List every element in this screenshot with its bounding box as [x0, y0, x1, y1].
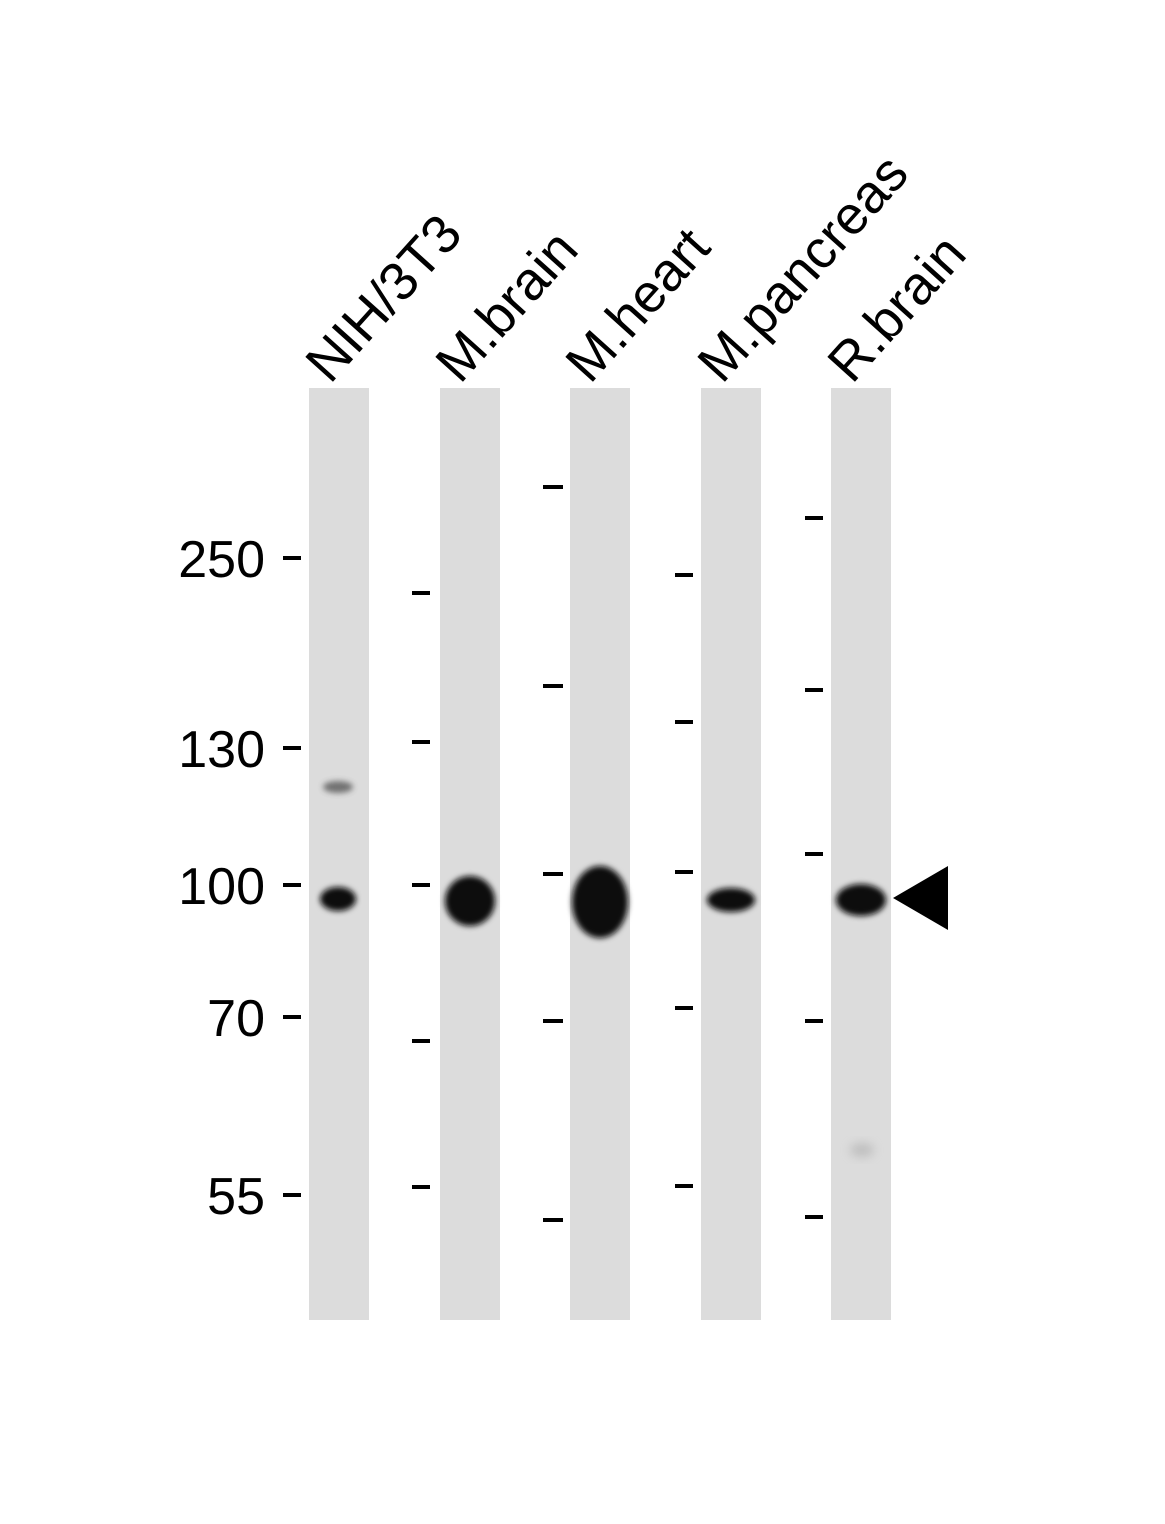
mw-label-55: 55	[207, 1168, 265, 1226]
lane-3	[570, 388, 630, 1320]
band-arrow-icon	[893, 866, 948, 930]
band-lane2-main	[445, 876, 495, 926]
lane-2	[440, 388, 500, 1320]
mw-ticks	[283, 485, 823, 1222]
mw-label-130: 130	[178, 721, 265, 779]
mw-label-250: 250	[178, 531, 265, 589]
band-lane1-main	[320, 887, 356, 911]
bands	[320, 781, 886, 1157]
band-lane5-faint	[850, 1143, 874, 1157]
lane-5	[831, 388, 891, 1320]
lane-label-3: M.heart	[554, 217, 721, 393]
lane-4	[701, 388, 761, 1320]
band-lane1-upper	[323, 781, 353, 793]
lane-1	[309, 388, 369, 1320]
band-lane5-main	[836, 884, 886, 916]
band-lane3-main	[572, 866, 628, 938]
mw-label-100: 100	[178, 858, 265, 916]
mw-label-70: 70	[207, 990, 265, 1048]
band-lane4-main	[707, 888, 755, 912]
